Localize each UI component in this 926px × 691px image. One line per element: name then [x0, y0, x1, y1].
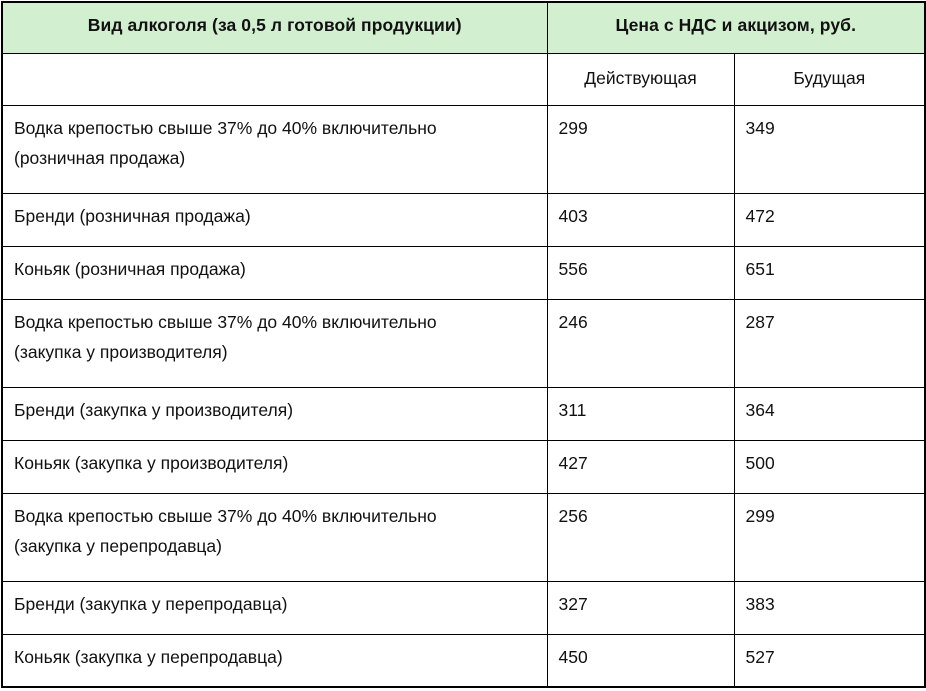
alcohol-type-cell: Водка крепостью свыше 37% до 40% включит…	[1, 104, 548, 194]
alcohol-type-cell: Коньяк (закупка у перепродавца)	[1, 633, 548, 688]
table-row: Водка крепостью свыше 37% до 40% включит…	[1, 298, 926, 388]
alcohol-type-cell: Коньяк (розничная продажа)	[1, 245, 548, 300]
future-price-cell: 364	[733, 386, 926, 441]
table-body: Водка крепостью свыше 37% до 40% включит…	[1, 104, 926, 688]
current-price-cell: 246	[546, 298, 735, 388]
subheader-current-price: Действующая	[546, 52, 735, 106]
table-row: Коньяк (розничная продажа) 556 651	[1, 245, 926, 300]
future-price-cell: 287	[733, 298, 926, 388]
current-price-cell: 299	[546, 104, 735, 194]
alcohol-type-cell: Водка крепостью свыше 37% до 40% включит…	[1, 298, 548, 388]
current-price-cell: 403	[546, 192, 735, 247]
future-price-cell: 383	[733, 580, 926, 635]
table-row: Бренди (розничная продажа) 403 472	[1, 192, 926, 247]
current-price-cell: 556	[546, 245, 735, 300]
header-row: Вид алкоголя (за 0,5 л готовой продукции…	[1, 1, 926, 54]
table-row: Бренди (закупка у перепродавца) 327 383	[1, 580, 926, 635]
alcohol-type-cell: Водка крепостью свыше 37% до 40% включит…	[1, 492, 548, 582]
current-price-cell: 450	[546, 633, 735, 688]
current-price-cell: 327	[546, 580, 735, 635]
future-price-cell: 500	[733, 439, 926, 494]
future-price-cell: 299	[733, 492, 926, 582]
column-header-price: Цена с НДС и акцизом, руб.	[546, 1, 926, 54]
current-price-cell: 311	[546, 386, 735, 441]
alcohol-type-cell: Бренди (закупка у производителя)	[1, 386, 548, 441]
future-price-cell: 527	[733, 633, 926, 688]
table-row: Бренди (закупка у производителя) 311 364	[1, 386, 926, 441]
current-price-cell: 427	[546, 439, 735, 494]
empty-header-cell	[1, 52, 548, 106]
subheader-row: Действующая Будущая	[1, 52, 926, 106]
subheader-future-price: Будущая	[733, 52, 926, 106]
alcohol-type-cell: Бренди (закупка у перепродавца)	[1, 580, 548, 635]
future-price-cell: 349	[733, 104, 926, 194]
table-row: Коньяк (закупка у производителя) 427 500	[1, 439, 926, 494]
future-price-cell: 472	[733, 192, 926, 247]
table-row: Водка крепостью свыше 37% до 40% включит…	[1, 492, 926, 582]
alcohol-type-cell: Коньяк (закупка у производителя)	[1, 439, 548, 494]
current-price-cell: 256	[546, 492, 735, 582]
table-row: Водка крепостью свыше 37% до 40% включит…	[1, 104, 926, 194]
column-header-alcohol-type: Вид алкоголя (за 0,5 л готовой продукции…	[1, 1, 548, 54]
table-row: Коньяк (закупка у перепродавца) 450 527	[1, 633, 926, 688]
alcohol-type-cell: Бренди (розничная продажа)	[1, 192, 548, 247]
future-price-cell: 651	[733, 245, 926, 300]
